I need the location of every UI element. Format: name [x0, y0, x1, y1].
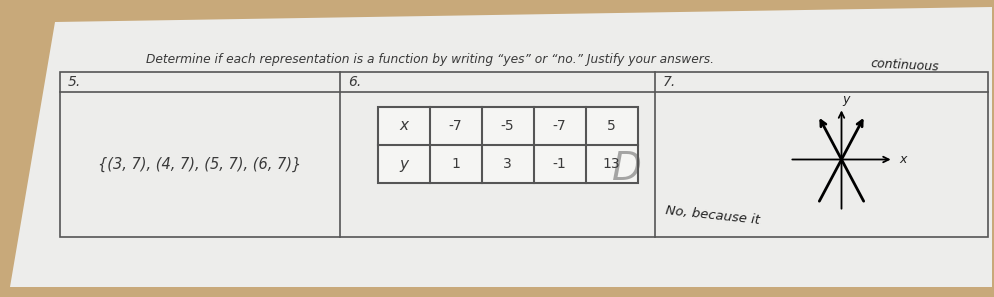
Text: -7: -7 — [448, 119, 462, 133]
Text: x: x — [399, 119, 408, 133]
Text: y: y — [841, 93, 848, 106]
Text: D: D — [611, 151, 641, 189]
Text: No, because it: No, because it — [664, 203, 760, 226]
Text: x: x — [899, 153, 907, 166]
Text: 7.: 7. — [662, 75, 676, 89]
Text: Determine if each representation is a function by writing “yes” or “no.” Justify: Determine if each representation is a fu… — [146, 53, 714, 67]
Text: -5: -5 — [500, 119, 514, 133]
Text: y: y — [399, 157, 408, 171]
Text: 5.: 5. — [68, 75, 82, 89]
Text: {(3, 7), (4, 7), (5, 7), (6, 7)}: {(3, 7), (4, 7), (5, 7), (6, 7)} — [98, 157, 301, 172]
Text: 6.: 6. — [348, 75, 361, 89]
Text: 3: 3 — [503, 157, 511, 171]
Text: 13: 13 — [602, 157, 619, 171]
Text: continuous: continuous — [869, 57, 938, 73]
Text: -7: -7 — [552, 119, 566, 133]
Polygon shape — [10, 7, 991, 287]
Text: -1: -1 — [552, 157, 566, 171]
Text: 5: 5 — [606, 119, 615, 133]
Text: 1: 1 — [450, 157, 459, 171]
Bar — [60, 72, 987, 237]
Bar — [377, 107, 637, 183]
